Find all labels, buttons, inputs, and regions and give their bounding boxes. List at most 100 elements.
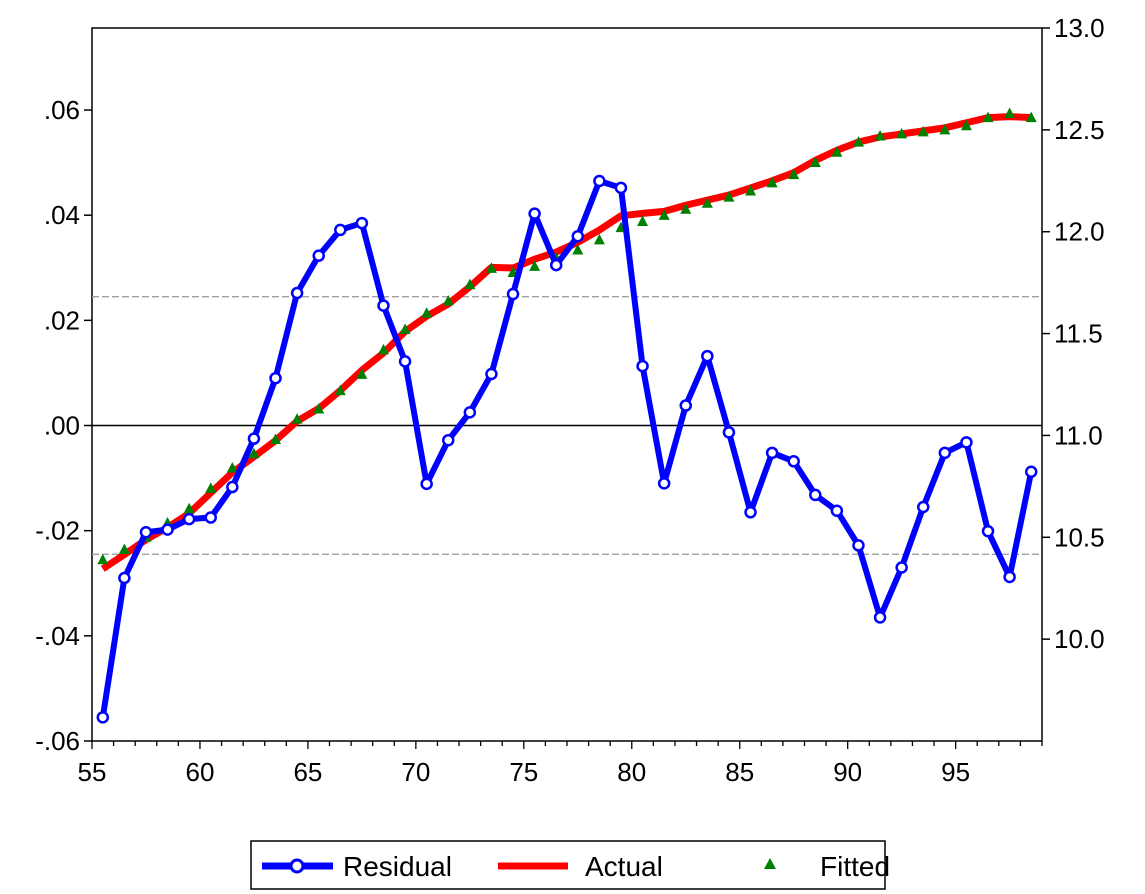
fitted-point (745, 184, 757, 196)
left-tick-label: .02 (44, 305, 80, 335)
fitted-point (248, 447, 260, 459)
residual-point (614, 181, 628, 195)
x-tick-label: 55 (78, 757, 107, 787)
legend-fitted-marker (764, 858, 776, 869)
x-tick-label: 80 (617, 757, 646, 787)
left-axis: -.06 -.04 -.02 .00 .02 .04 .06 (35, 95, 92, 756)
residual-point (204, 511, 217, 524)
right-tick-label: 13.0 (1054, 13, 1105, 43)
residual-point (1024, 465, 1038, 479)
fitted-point (118, 543, 130, 555)
residual-point (377, 299, 390, 312)
residual-point (139, 526, 153, 539)
fitted-point (442, 294, 454, 306)
residual-point (744, 506, 757, 519)
residual-point (355, 216, 369, 230)
residual-point (960, 436, 973, 449)
residual-point (873, 611, 887, 624)
fitted-point (334, 384, 346, 396)
residual-point (247, 432, 261, 445)
fitted-point (831, 146, 843, 157)
fitted-point (270, 433, 282, 445)
residual-point (830, 504, 844, 517)
fitted-point (852, 136, 864, 147)
fitted-point (226, 462, 238, 473)
fitted-point (874, 129, 886, 141)
fitted-point (1025, 111, 1037, 123)
residual-point (118, 571, 131, 585)
legend-entry-actual: Actual (498, 851, 663, 882)
residual-point (334, 223, 347, 237)
x-tick-label: 75 (509, 757, 538, 787)
residual-point (701, 349, 714, 363)
residual-point (226, 480, 239, 494)
fitted-point (1004, 107, 1016, 119)
residual-point (290, 286, 304, 300)
x-tick-label: 65 (293, 757, 322, 787)
fitted-point (939, 123, 951, 135)
fitted-point (572, 244, 584, 255)
legend-entry-residual: Residual (262, 851, 452, 882)
residual-point (679, 399, 692, 412)
x-tick-label: 85 (725, 757, 754, 787)
fitted-point (637, 215, 649, 227)
residual-point (528, 207, 541, 220)
right-tick-label: 12.5 (1054, 115, 1105, 145)
residual-line (99, 178, 1035, 718)
residual-point (182, 512, 196, 526)
right-tick-label: 10.5 (1054, 522, 1105, 552)
fitted-point (485, 262, 497, 273)
residual-point (917, 500, 930, 514)
residual-point (571, 229, 585, 243)
right-axis: 10.0 10.5 11.0 11.5 12.0 12.5 13.0 (1042, 13, 1105, 654)
residual-point (398, 355, 412, 368)
residual-point (722, 426, 736, 439)
left-tick-label: -.04 (35, 621, 80, 651)
fitted-point (313, 402, 325, 414)
residual-point (657, 477, 671, 490)
x-tick-label: 95 (941, 757, 970, 787)
right-tick-label: 11.0 (1054, 420, 1103, 450)
fitted-point (809, 156, 821, 167)
legend-entry-fitted: Fitted (764, 851, 890, 882)
x-tick-label: 70 (401, 757, 430, 787)
legend: Residual Actual Fitted (250, 840, 890, 890)
residual-point (636, 359, 649, 373)
left-tick-label: -.02 (35, 516, 80, 546)
fitted-point (356, 368, 368, 379)
fitted-point (421, 307, 433, 318)
fitted-point (960, 119, 972, 131)
fitted-point (917, 125, 929, 137)
fitted-point (183, 502, 195, 514)
residual-point (852, 539, 865, 552)
fitted-point (399, 323, 411, 334)
residual-point (312, 249, 325, 262)
fitted-point (896, 127, 908, 139)
fitted-point (529, 260, 541, 271)
residual-point (765, 446, 779, 460)
fitted-point (291, 413, 303, 424)
left-tick-label: .04 (44, 200, 80, 230)
residual-point (549, 258, 563, 272)
legend-actual-label: Actual (585, 851, 663, 882)
right-tick-label: 12.0 (1054, 217, 1105, 247)
legend-box (250, 840, 886, 890)
fitted-point (593, 233, 605, 245)
fitted-point (658, 209, 670, 220)
fitted-point (982, 111, 994, 123)
x-axis: 55 60 65 70 75 80 85 90 95 (78, 741, 1043, 787)
residual-point (420, 477, 433, 491)
fitted-point (464, 278, 476, 290)
fitted-point (205, 482, 217, 493)
residual-series (96, 174, 1038, 724)
fitted-point (788, 168, 800, 180)
fitted-point (723, 191, 735, 202)
x-tick-label: 90 (833, 757, 862, 787)
residual-point (895, 561, 908, 574)
fitted-point (97, 553, 109, 565)
residual-point (161, 523, 174, 536)
legend-fitted-label: Fitted (820, 851, 890, 882)
residual-point (96, 711, 110, 724)
right-tick-label: 11.5 (1054, 319, 1103, 349)
